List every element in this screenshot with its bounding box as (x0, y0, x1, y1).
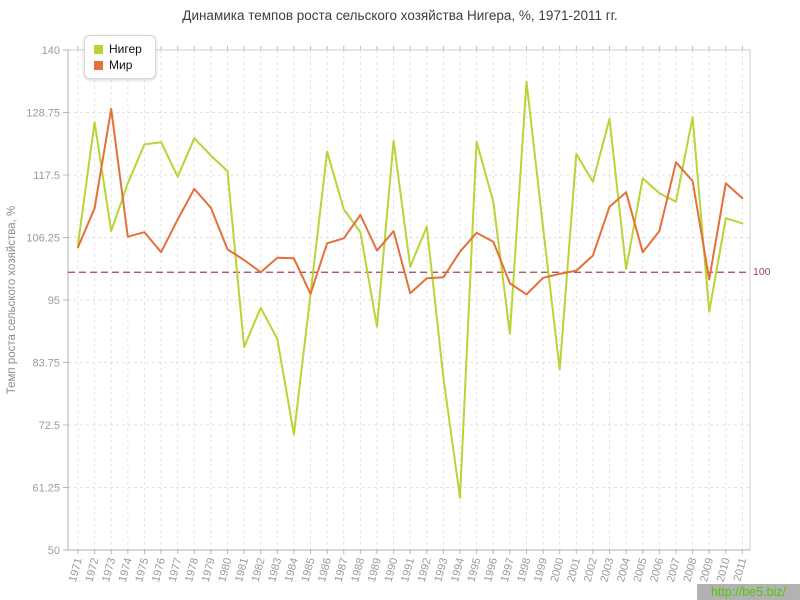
x-axis-label: 1990 (383, 557, 401, 584)
x-axis-label: 1976 (150, 557, 168, 584)
x-axis-label: 1981 (233, 557, 251, 584)
plot-border (67, 49, 751, 551)
x-axis-label: 1971 (67, 557, 85, 584)
y-axis-tick-label: 95 (48, 295, 60, 307)
y-axis-tick-label: 106.25 (26, 233, 60, 245)
x-axis-label: 1993 (432, 557, 450, 584)
legend-label-world: Мир (109, 58, 133, 72)
x-axis-label: 1996 (482, 557, 500, 584)
x-axis-label: 1975 (133, 557, 151, 584)
legend: Нигер Мир (84, 35, 156, 79)
legend-item-world: Мир (94, 57, 142, 73)
chart-title: Динамика темпов роста сельского хозяйств… (182, 8, 618, 23)
x-axis-label: 2004 (615, 557, 633, 584)
series-line-niger (77, 80, 744, 499)
x-axis-label: 1989 (366, 557, 384, 584)
y-axis-title: Темп роста сельского хозяйства, % (6, 205, 18, 395)
x-axis-label: 1984 (283, 557, 301, 584)
x-axis-label: 1999 (532, 557, 550, 584)
niger-series-marker-icon (94, 44, 103, 54)
x-axis-label: 1987 (333, 557, 351, 584)
y-axis-tick-label: 61.25 (32, 483, 60, 495)
x-axis-label: 2006 (648, 557, 666, 584)
x-axis-label: 1973 (100, 557, 118, 584)
world-series-marker-icon (94, 60, 103, 70)
reference-line-label: 100 (753, 266, 771, 278)
x-axis-label: 1988 (349, 557, 367, 584)
x-axis-label: 2011 (732, 557, 750, 583)
series-line-world (77, 107, 744, 296)
x-axis-label: 1974 (117, 557, 135, 584)
x-axis-label: 1997 (499, 557, 517, 584)
x-axis-label: 2009 (698, 557, 716, 584)
x-axis-label: 1983 (266, 557, 284, 584)
y-axis-tick-label: 140 (42, 45, 60, 57)
x-axis-label: 1985 (300, 557, 318, 584)
x-axis-label: 2002 (582, 557, 600, 584)
x-axis-label: 1994 (449, 557, 467, 584)
legend-label-niger: Нигер (109, 42, 142, 56)
x-axis-label: 1991 (399, 557, 417, 584)
x-axis-label: 2005 (632, 557, 650, 584)
x-axis-label: 1977 (167, 557, 185, 584)
x-axis-label: 1980 (216, 557, 234, 584)
x-axis-label: 1972 (84, 557, 102, 584)
x-axis-label: 1979 (200, 557, 218, 584)
x-axis-label: 1995 (466, 557, 484, 584)
y-axis-tick-label: 128.75 (26, 108, 60, 120)
y-axis-tick-label: 83.75 (32, 358, 60, 370)
watermark: http://be5.biz/ (697, 584, 800, 600)
x-axis-label: 1998 (515, 557, 533, 584)
x-axis-label: 2001 (565, 557, 583, 584)
legend-item-niger: Нигер (94, 41, 142, 57)
y-axis-tick-label: 72.5 (39, 420, 60, 432)
x-axis-label: 2000 (549, 557, 567, 584)
x-axis-label: 2010 (715, 557, 733, 584)
y-axis-tick-label: 50 (48, 545, 60, 557)
x-axis-label: 2008 (682, 557, 700, 584)
x-axis-label: 1978 (183, 557, 201, 584)
x-axis-label: 2003 (598, 557, 616, 584)
y-axis-tick-label: 117.5 (33, 170, 60, 182)
x-axis-label: 1982 (250, 557, 268, 584)
x-axis-label: 1992 (416, 557, 434, 584)
x-axis-label: 2007 (665, 557, 683, 584)
x-axis-label: 1986 (316, 557, 334, 584)
